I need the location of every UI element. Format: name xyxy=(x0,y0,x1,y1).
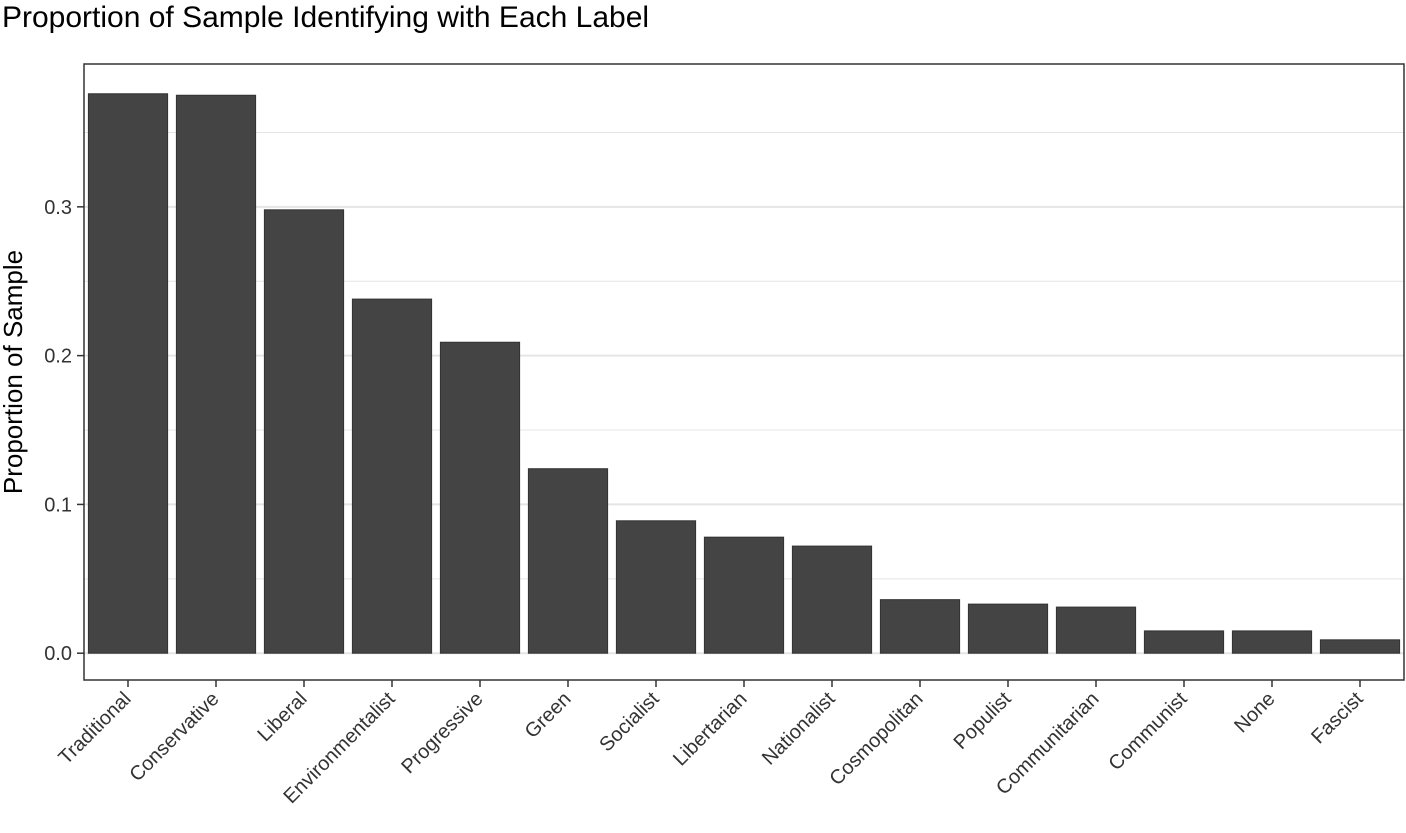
chart-title: Proportion of Sample Identifying with Ea… xyxy=(2,1,649,34)
bar-liberal xyxy=(263,209,345,654)
bar-none xyxy=(1231,630,1313,654)
x-tick-label-green: Green xyxy=(521,688,576,743)
y-tick-label-3: 0.3 xyxy=(44,197,72,219)
bar-cosmopolitan xyxy=(879,599,961,654)
bar-traditional xyxy=(87,93,169,654)
x-tick-label-communist: Communist xyxy=(1104,688,1191,775)
bar-fascist xyxy=(1319,639,1401,654)
x-tick-label-nationalist: Nationalist xyxy=(758,688,840,770)
x-tick-label-liberal: Liberal xyxy=(254,688,312,746)
x-tick-label-populist: Populist xyxy=(950,688,1016,754)
bar-nationalist xyxy=(791,545,873,654)
bar-socialist xyxy=(615,520,697,654)
bars xyxy=(87,93,1401,654)
x-tick-label-progressive: Progressive xyxy=(397,688,487,778)
y-tick-label-1: 0.1 xyxy=(44,494,72,516)
x-tick-label-cosmopolitan: Cosmopolitan xyxy=(826,688,928,790)
x-tick-label-fascist: Fascist xyxy=(1307,688,1368,749)
x-tick-label-conservative: Conservative xyxy=(125,688,223,786)
bar-libertarian xyxy=(703,536,785,654)
y-tick-label-2: 0.2 xyxy=(44,346,72,368)
bar-communist xyxy=(1143,630,1225,654)
bar-populist xyxy=(967,603,1049,654)
x-tick-label-none: None xyxy=(1230,688,1279,737)
y-axis-label: Proportion of Sample xyxy=(0,250,28,494)
bar-conservative xyxy=(175,94,257,654)
bar-green xyxy=(527,468,609,654)
y-tick-label-0: 0.0 xyxy=(44,643,72,665)
x-tick-label-socialist: Socialist xyxy=(595,688,664,757)
bar-communitarian xyxy=(1055,606,1137,654)
x-tick-label-traditional: Traditional xyxy=(54,688,135,769)
y-axis-ticks: 0.0 0.1 0.2 0.3 xyxy=(44,197,84,665)
bar-environmentalist xyxy=(351,298,433,654)
x-tick-label-libertarian: Libertarian xyxy=(669,688,751,770)
bar-progressive xyxy=(439,341,521,654)
